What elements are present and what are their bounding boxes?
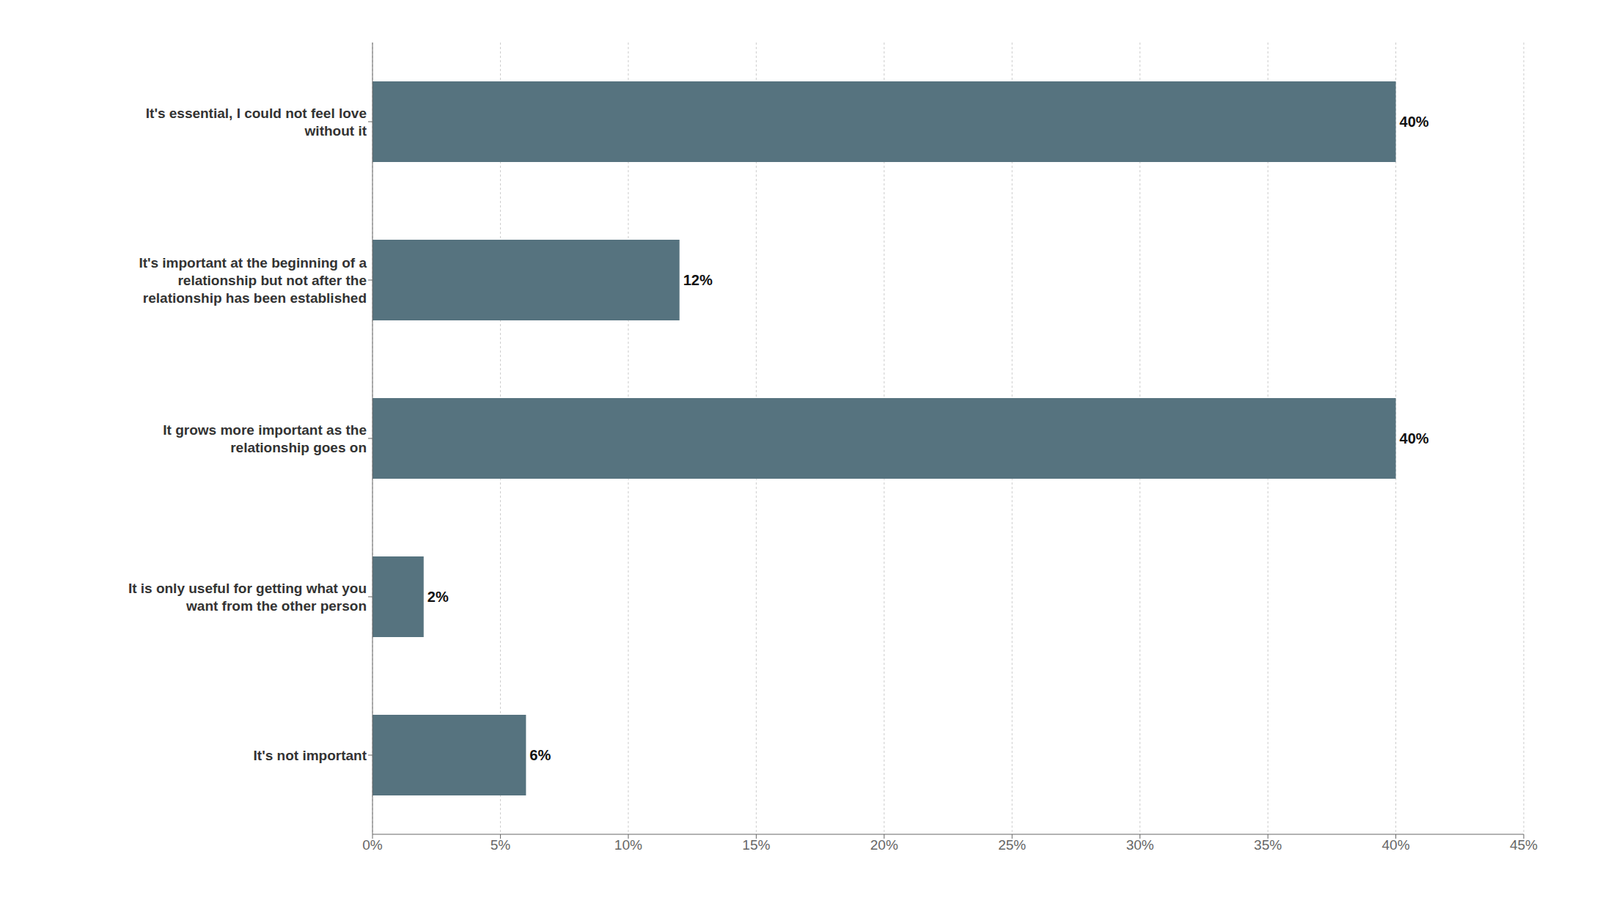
svg-text:40%: 40% bbox=[1399, 113, 1430, 130]
svg-text:45%: 45% bbox=[1509, 837, 1538, 853]
svg-text:2%: 2% bbox=[427, 588, 449, 605]
svg-text:15%: 15% bbox=[742, 837, 770, 853]
svg-text:40%: 40% bbox=[1382, 837, 1411, 853]
svg-text:It's essential, I could not fe: It's essential, I could not feel lovewit… bbox=[145, 105, 368, 139]
svg-text:It grows more important as the: It grows more important as therelationsh… bbox=[162, 422, 367, 456]
svg-text:30%: 30% bbox=[1126, 837, 1155, 853]
svg-text:6%: 6% bbox=[529, 747, 551, 764]
svg-text:It is only useful for getting: It is only useful for getting what youwa… bbox=[128, 580, 367, 614]
svg-text:12%: 12% bbox=[683, 272, 713, 289]
svg-text:It's not important: It's not important bbox=[253, 747, 368, 764]
svg-text:35%: 35% bbox=[1253, 837, 1282, 853]
svg-text:10%: 10% bbox=[614, 837, 643, 853]
svg-text:0%: 0% bbox=[362, 837, 383, 853]
svg-text:5%: 5% bbox=[490, 837, 512, 853]
svg-text:20%: 20% bbox=[870, 837, 899, 853]
svg-text:It's important at the beginnin: It's important at the beginning of arela… bbox=[138, 255, 367, 306]
svg-text:40%: 40% bbox=[1399, 430, 1430, 447]
svg-text:25%: 25% bbox=[997, 837, 1026, 853]
